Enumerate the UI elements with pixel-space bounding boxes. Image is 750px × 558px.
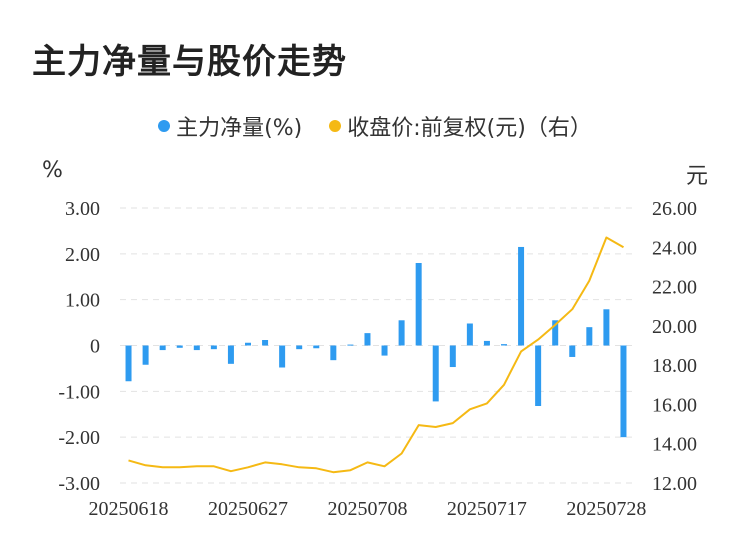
legend-label-bar: 主力净量(%): [176, 116, 303, 141]
bar: [262, 340, 269, 346]
y-left-tick-label: -1.00: [58, 381, 100, 403]
bar: [449, 345, 456, 368]
page-title: 主力净量与股价走势: [32, 42, 347, 82]
x-tick-label: 20250627: [208, 498, 288, 520]
y-right-tick-label: 14.00: [652, 434, 697, 456]
y-right-tick-label: 16.00: [652, 394, 697, 416]
left-axis-unit: %: [42, 158, 63, 183]
bar: [210, 345, 217, 350]
bar: [296, 345, 303, 350]
bar: [415, 263, 422, 346]
y-left-tick-label: -3.00: [58, 473, 100, 495]
x-tick-label: 20250728: [566, 498, 646, 520]
bar: [159, 345, 166, 351]
bar: [620, 345, 627, 438]
legend-dot-bar: [158, 120, 171, 132]
y-left-tick-label: 0: [90, 336, 100, 358]
y-right-tick-label: 24.00: [652, 237, 697, 259]
legend-label-line: 收盘价:前复权(元)（右）: [347, 116, 592, 141]
bar: [279, 345, 286, 368]
x-tick-label: 20250618: [89, 498, 169, 520]
y-left-tick-label: 2.00: [65, 244, 100, 266]
y-right-tick-label: 26.00: [652, 198, 697, 220]
bar: [552, 320, 559, 346]
y-right-tick-label: 18.00: [652, 355, 697, 377]
bar: [245, 342, 251, 346]
legend-item-net-flow[interactable]: 主力净量(%): [158, 110, 302, 142]
bar: [347, 344, 354, 346]
legend-item-close-price[interactable]: 收盘价:前复权(元)（右）: [329, 110, 592, 142]
bar: [535, 345, 542, 406]
bar: [398, 320, 405, 346]
x-tick-label: 20250717: [447, 498, 527, 520]
y-left-tick-label: -2.00: [58, 427, 100, 449]
legend: 主力净量(%) 收盘价:前复权(元)（右）: [0, 110, 750, 142]
bar: [125, 345, 132, 382]
y-right-tick-label: 22.00: [652, 277, 697, 299]
y-right-tick-label: 12.00: [652, 473, 697, 495]
bar: [432, 345, 439, 402]
price-line: [128, 236, 624, 474]
x-tick-label: 20250708: [327, 498, 407, 520]
bar: [381, 345, 388, 356]
bar: [227, 345, 234, 364]
bar: [313, 345, 320, 349]
bar: [518, 246, 525, 346]
bar: [330, 345, 337, 361]
y-left-tick-label: 1.00: [65, 290, 100, 312]
right-axis-unit: 元: [686, 164, 709, 189]
bar: [569, 345, 576, 357]
bar: [483, 340, 490, 346]
bar: [586, 327, 593, 346]
bar: [466, 323, 473, 346]
legend-dot-line: [329, 120, 342, 132]
bar: [364, 333, 371, 346]
bar: [501, 344, 507, 346]
bar: [176, 345, 183, 348]
y-right-tick-label: 20.00: [652, 316, 697, 338]
bar: [193, 345, 200, 351]
bar: [603, 309, 610, 346]
bar: [142, 345, 149, 365]
y-left-tick-label: 3.00: [65, 198, 100, 220]
